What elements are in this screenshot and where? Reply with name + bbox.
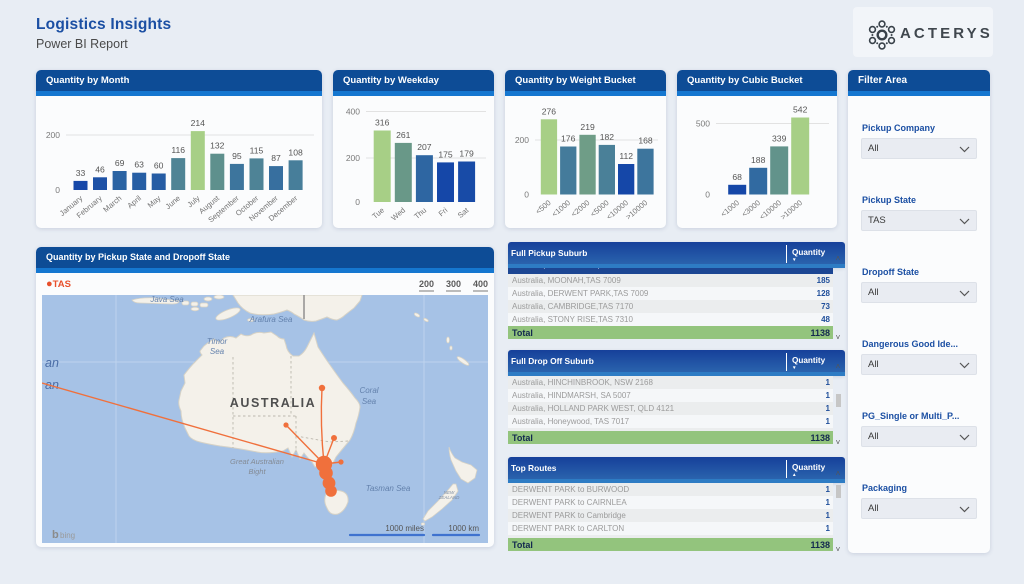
svg-text:bing: bing [60, 531, 75, 540]
svg-text:200: 200 [46, 130, 60, 140]
svg-text:46: 46 [95, 164, 105, 174]
svg-text:542: 542 [793, 105, 808, 115]
svg-text:108: 108 [288, 147, 303, 157]
svg-text:33: 33 [76, 168, 86, 178]
svg-text:b: b [52, 529, 59, 541]
svg-text:276: 276 [542, 106, 557, 116]
svg-text:Bight: Bight [248, 467, 266, 476]
svg-text:179: 179 [459, 149, 474, 159]
svg-text:1000 km: 1000 km [448, 524, 479, 533]
svg-text:68: 68 [732, 172, 742, 182]
svg-text:0: 0 [524, 190, 529, 200]
svg-text:Sat: Sat [456, 205, 471, 220]
svg-text:95: 95 [232, 151, 242, 161]
svg-text:207: 207 [417, 142, 432, 152]
svg-text:June: June [164, 194, 182, 211]
svg-text:200: 200 [515, 135, 529, 145]
svg-text:an: an [45, 378, 59, 392]
svg-text:219: 219 [580, 122, 595, 132]
svg-text:115: 115 [250, 145, 264, 155]
svg-text:Sea: Sea [362, 397, 377, 406]
svg-text:500: 500 [696, 119, 710, 129]
svg-text:NEW: NEW [444, 490, 455, 495]
svg-text:60: 60 [154, 161, 164, 171]
svg-text:Java Sea: Java Sea [149, 295, 184, 304]
svg-text:0: 0 [55, 185, 60, 195]
svg-text:<1000: <1000 [550, 198, 572, 219]
svg-text:200: 200 [346, 153, 360, 163]
svg-text:69: 69 [115, 158, 125, 168]
svg-text:112: 112 [619, 151, 633, 161]
svg-text:Arafura Sea: Arafura Sea [249, 315, 293, 324]
svg-text:Great Australian: Great Australian [230, 457, 284, 466]
svg-text:87: 87 [271, 153, 281, 163]
svg-text:Coral: Coral [359, 386, 378, 395]
svg-text:<2000: <2000 [569, 198, 591, 219]
svg-text:Thu: Thu [412, 206, 428, 221]
svg-text:400: 400 [346, 107, 360, 117]
svg-text:1000 miles: 1000 miles [385, 524, 424, 533]
svg-text:214: 214 [191, 118, 206, 128]
svg-text:132: 132 [210, 141, 225, 151]
svg-text:188: 188 [751, 155, 766, 165]
svg-text:<10000: <10000 [758, 198, 783, 221]
svg-text:Timor: Timor [207, 337, 228, 346]
svg-text:<500: <500 [534, 198, 553, 216]
svg-text:Tue: Tue [370, 206, 386, 221]
svg-text:63: 63 [134, 160, 144, 170]
svg-text:March: March [101, 194, 123, 214]
svg-text:0: 0 [355, 197, 360, 207]
svg-text:168: 168 [638, 136, 653, 146]
svg-text:261: 261 [396, 130, 411, 140]
svg-text:175: 175 [438, 149, 453, 159]
svg-text:176: 176 [561, 134, 576, 144]
svg-text:116: 116 [171, 145, 185, 155]
svg-text:Wed: Wed [389, 206, 407, 223]
svg-text:<1000: <1000 [719, 198, 741, 219]
svg-text:ZEALAND: ZEALAND [438, 495, 461, 500]
svg-text:339: 339 [772, 133, 787, 143]
svg-text:182: 182 [600, 132, 615, 142]
svg-text:May: May [146, 194, 163, 210]
svg-text:0: 0 [705, 190, 710, 200]
svg-text:Tasman Sea: Tasman Sea [366, 484, 411, 493]
svg-text:Sea: Sea [210, 347, 225, 356]
svg-text:April: April [126, 193, 144, 210]
svg-text:AUSTRALIA: AUSTRALIA [230, 396, 317, 410]
svg-text:Fri: Fri [437, 205, 450, 218]
svg-text:>10000: >10000 [779, 198, 804, 221]
svg-text:316: 316 [375, 118, 390, 128]
svg-text:>10000: >10000 [624, 198, 649, 221]
svg-text:an: an [45, 356, 59, 370]
